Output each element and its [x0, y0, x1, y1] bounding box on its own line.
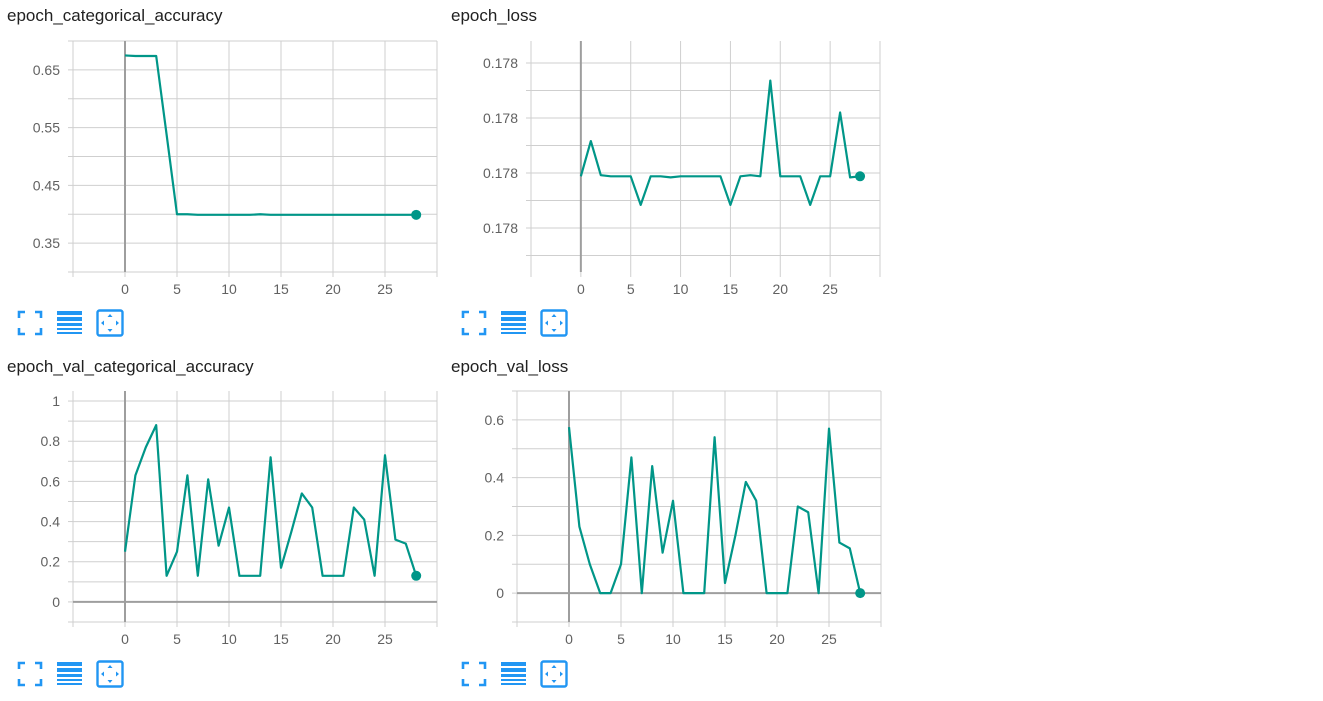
grid-lines	[68, 391, 438, 627]
x-tick-label: 20	[772, 281, 788, 297]
y-tick-label: 0.178	[483, 110, 518, 126]
y-tick-label: 0.178	[483, 165, 518, 181]
y-tick-label: 0.6	[41, 473, 61, 489]
x-tick-label: 0	[565, 631, 573, 647]
x-tick-label: 10	[673, 281, 689, 297]
fit-domain-button[interactable]	[540, 309, 568, 337]
x-tick-label: 20	[325, 281, 341, 297]
toggle-log-scale-icon	[57, 662, 82, 685]
series-line	[123, 424, 418, 577]
y-tick-label: 0	[52, 594, 60, 610]
fit-domain-icon	[96, 660, 124, 688]
x-tick-label: 10	[221, 281, 237, 297]
last-point-marker[interactable]	[855, 588, 866, 599]
y-tick-label: 0.178	[483, 55, 518, 71]
fullscreen-button[interactable]	[460, 660, 488, 688]
x-tick-label: 0	[121, 281, 129, 297]
fullscreen-icon	[461, 310, 487, 336]
fit-domain-icon	[540, 309, 568, 337]
chart-card-epoch-loss: epoch_loss 0 5 10 15 20 25 0.178 0.178 0.178 0.17…	[444, 0, 884, 345]
x-tick-label: 15	[273, 281, 289, 297]
toggle-log-scale-button[interactable]	[500, 309, 528, 337]
chart-title: epoch_val_loss	[451, 357, 569, 376]
x-tick-label: 5	[617, 631, 625, 647]
fullscreen-icon	[17, 310, 43, 336]
y-tick-label: 0.2	[485, 527, 505, 543]
y-tick-label: 0.6	[485, 412, 505, 428]
y-tick-label: 0.45	[33, 177, 60, 193]
series-line	[579, 79, 861, 206]
y-tick-label: 0.35	[33, 235, 60, 251]
x-tick-label: 5	[173, 631, 181, 647]
last-point-marker[interactable]	[855, 171, 866, 182]
fullscreen-button[interactable]	[460, 309, 488, 337]
fullscreen-icon	[461, 661, 487, 687]
line-chart-epoch-val-categorical-accuracy[interactable]: 0 5 10 15 20 25 0 0.2 0.4 0.6 0.8 1	[0, 351, 440, 696]
line-chart-epoch-categorical-accuracy[interactable]: 0 5 10 15 20 25 0.35 0.45 0.55 0.65	[0, 0, 440, 345]
x-tick-label: 25	[377, 631, 393, 647]
fit-domain-icon	[540, 660, 568, 688]
chart-card-epoch-val-categorical-accuracy: epoch_val_categorical_accuracy 0 5 10 15 20 2…	[0, 351, 440, 696]
y-tick-label: 0.4	[41, 514, 61, 530]
toggle-log-scale-button[interactable]	[56, 309, 84, 337]
line-chart-epoch-loss[interactable]: 0 5 10 15 20 25 0.178 0.178 0.178 0.178	[444, 0, 884, 345]
x-tick-label: 25	[377, 281, 393, 297]
chart-title: epoch_loss	[451, 6, 538, 25]
fullscreen-icon	[17, 661, 43, 687]
y-tick-label: 1	[52, 393, 60, 409]
y-tick-label: 0.2	[41, 554, 61, 570]
y-tick-label: 0	[496, 585, 504, 601]
series-line	[567, 426, 862, 595]
line-chart-epoch-val-loss[interactable]: 0 5 10 15 20 25 0 0.2 0.4 0.6	[444, 351, 884, 696]
x-tick-label: 25	[822, 281, 838, 297]
toggle-log-scale-icon	[501, 311, 526, 334]
last-point-marker[interactable]	[411, 570, 422, 581]
fit-domain-button[interactable]	[96, 660, 124, 688]
y-tick-label: 0.65	[33, 62, 60, 78]
chart-card-epoch-categorical-accuracy: epoch_categorical_accuracy 0 5 10 15 20 25 0.3…	[0, 0, 440, 345]
chart-title: epoch_val_categorical_accuracy	[7, 357, 254, 376]
x-tick-label: 5	[173, 281, 181, 297]
y-tick-label: 0.4	[485, 470, 505, 486]
x-tick-label: 15	[723, 281, 739, 297]
chart-card-epoch-val-loss: epoch_val_loss 0 5 10 15 20 25 0 0.2 0.4 0.6	[444, 351, 884, 696]
toggle-log-scale-button[interactable]	[56, 660, 84, 688]
x-tick-label: 20	[769, 631, 785, 647]
x-tick-label: 5	[627, 281, 635, 297]
fullscreen-button[interactable]	[16, 309, 44, 337]
x-tick-label: 0	[577, 281, 585, 297]
fullscreen-button[interactable]	[16, 660, 44, 688]
last-point-marker[interactable]	[411, 209, 422, 220]
fit-domain-icon	[96, 309, 124, 337]
x-tick-label: 0	[121, 631, 129, 647]
x-tick-label: 25	[821, 631, 837, 647]
grid-lines	[68, 40, 438, 277]
x-tick-label: 10	[221, 631, 237, 647]
toggle-log-scale-icon	[501, 662, 526, 685]
x-tick-label: 10	[665, 631, 681, 647]
chart-title: epoch_categorical_accuracy	[7, 6, 223, 25]
x-tick-label: 20	[325, 631, 341, 647]
fit-domain-button[interactable]	[96, 309, 124, 337]
y-tick-label: 0.8	[41, 433, 61, 449]
series-line	[124, 54, 417, 216]
x-tick-label: 15	[717, 631, 733, 647]
toggle-log-scale-button[interactable]	[500, 660, 528, 688]
toggle-log-scale-icon	[57, 311, 82, 334]
fit-domain-button[interactable]	[540, 660, 568, 688]
y-tick-label: 0.178	[483, 220, 518, 236]
y-tick-label: 0.55	[33, 120, 60, 136]
grid-lines	[512, 390, 882, 627]
grid-lines	[526, 41, 881, 277]
x-tick-label: 15	[273, 631, 289, 647]
